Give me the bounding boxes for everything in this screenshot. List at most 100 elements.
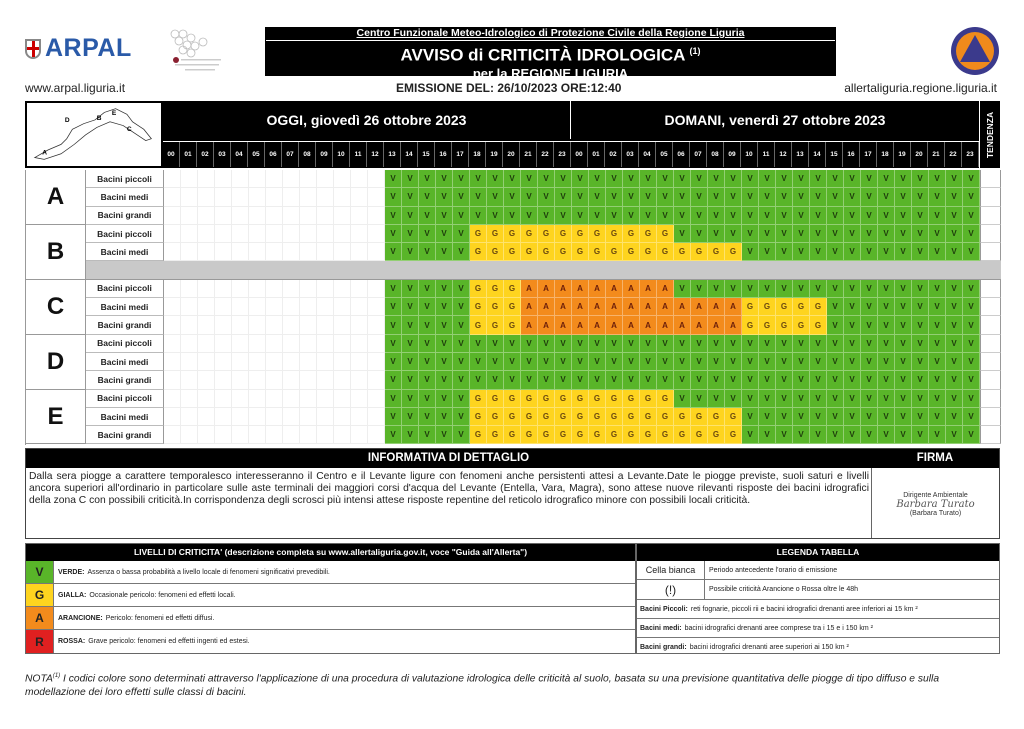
grid-cell-a: A xyxy=(555,279,572,299)
grid-cell-empty xyxy=(334,243,351,262)
hour-label-tomorrow: 20 xyxy=(911,142,928,167)
grid-cell-v: V xyxy=(895,170,912,189)
grid-cell-empty xyxy=(266,206,283,225)
grid-cell-v: V xyxy=(504,188,521,207)
grid-cell-v: V xyxy=(385,243,402,262)
grid-cell-v: V xyxy=(538,206,555,225)
grid-cell-v: V xyxy=(793,206,810,225)
grid-cell-v: V xyxy=(946,316,963,335)
grid-cell-v: V xyxy=(759,243,776,262)
grid-cell-v: V xyxy=(776,188,793,207)
grid-cell-v: V xyxy=(657,334,674,353)
grid-cell-v: V xyxy=(759,188,776,207)
grid-cell-v: V xyxy=(691,352,708,372)
grid-cell-v: V xyxy=(589,170,606,189)
grid-cell-empty xyxy=(334,389,351,408)
grid-cell-v: V xyxy=(776,407,793,427)
grid-cell-v: V xyxy=(640,188,657,207)
grid-cell-a: A xyxy=(657,298,674,317)
grid-cell-v: V xyxy=(487,188,504,207)
grid-cell-v: V xyxy=(946,243,963,262)
hour-label-today: 13 xyxy=(384,142,401,167)
grid-cell-a: A xyxy=(572,298,589,317)
grid-cell-empty xyxy=(283,334,300,353)
grid-cell-a: A xyxy=(521,316,538,335)
grid-cell-v: V xyxy=(793,334,810,353)
grid-cell-v: V xyxy=(419,170,436,189)
grid-cell-v: V xyxy=(419,407,436,427)
grid-cell-g: G xyxy=(521,389,538,408)
grid-cell-empty xyxy=(351,188,368,207)
level-row-g: G GIALLA: Occasionale pericolo: fenomeni e… xyxy=(26,584,635,607)
grid-cell-empty xyxy=(283,426,300,445)
grid-cell-empty xyxy=(283,243,300,262)
grid-cell-a: A xyxy=(521,279,538,299)
grid-cell-g: G xyxy=(555,243,572,262)
grid-cell-empty xyxy=(232,407,249,427)
grid-cell-v: V xyxy=(895,389,912,408)
grid-cell-g: G xyxy=(504,407,521,427)
grid-cell-v: V xyxy=(691,279,708,299)
allerta-website-link[interactable]: allertaliguria.regione.liguria.it xyxy=(844,81,997,95)
grid-cell-v: V xyxy=(827,298,844,317)
grid-cell-v: V xyxy=(946,407,963,427)
hour-label-tomorrow: 09 xyxy=(724,142,741,167)
grid-cell-empty xyxy=(368,334,385,353)
tendency-header: TENDENZA xyxy=(979,101,1000,168)
grid-cell-v: V xyxy=(657,352,674,372)
arpal-website-link[interactable]: www.arpal.liguria.it xyxy=(25,81,126,95)
legend-large-basins: Bacini grandi: bacini idrografici drenant… xyxy=(637,638,999,657)
grid-cell-v: V xyxy=(878,243,895,262)
grid-cell-empty xyxy=(232,170,249,189)
grid-cell-v: V xyxy=(708,188,725,207)
grid-cell-g: G xyxy=(725,426,742,445)
grid-cell-v: V xyxy=(844,243,861,262)
grid-cell-v: V xyxy=(963,316,980,335)
grid-cell-g: G xyxy=(504,316,521,335)
grid-cell-empty xyxy=(164,389,181,408)
grid-cell-v: V xyxy=(419,298,436,317)
grid-cell-v: V xyxy=(929,407,946,427)
grid-cell-empty xyxy=(334,407,351,427)
grid-cell-v: V xyxy=(657,206,674,225)
grid-cell-v: V xyxy=(878,224,895,244)
grid-cell-g: G xyxy=(555,389,572,408)
grid-cell-empty xyxy=(232,352,249,372)
grid-cell-empty xyxy=(232,371,249,390)
grid-cell-a: A xyxy=(572,316,589,335)
grid-cell-a: A xyxy=(708,316,725,335)
grid-cell-empty xyxy=(249,298,266,317)
grid-cell-v: V xyxy=(844,188,861,207)
handwritten-signature: Barbara Turato xyxy=(896,499,975,510)
grid-cell-v: V xyxy=(776,170,793,189)
grid-cell-g: G xyxy=(487,407,504,427)
grid-cell-a: A xyxy=(606,279,623,299)
grid-cell-v: V xyxy=(963,188,980,207)
grid-cell-v: V xyxy=(793,243,810,262)
grid-cell-empty xyxy=(368,298,385,317)
grid-cell-v: V xyxy=(963,170,980,189)
grid-cell-v: V xyxy=(912,279,929,299)
level-desc: Pericolo: fenomeni ed effetti diffusi. xyxy=(105,614,215,622)
grid-cell-v: V xyxy=(504,334,521,353)
subtitle: Centro Funzionale Meteo-Idrologico di Pr… xyxy=(266,28,835,41)
grid-cell-v: V xyxy=(895,188,912,207)
grid-cell-v: V xyxy=(606,352,623,372)
grid-cell-v: V xyxy=(844,170,861,189)
grid-cell-empty xyxy=(198,279,215,299)
grid-cell-a: A xyxy=(538,298,555,317)
grid-cell-v: V xyxy=(759,352,776,372)
grid-cell-v: V xyxy=(963,352,980,372)
exclamation-key: (!) xyxy=(637,580,705,599)
grid-cell-v: V xyxy=(572,334,589,353)
grid-cell-v: V xyxy=(657,371,674,390)
grid-cell-v: V xyxy=(623,188,640,207)
grid-cell-empty xyxy=(300,243,317,262)
small-basins-key: Bacini Piccoli: xyxy=(640,605,688,613)
title-text: AVVISO di CRITICITÀ IDROLOGICA xyxy=(400,45,685,65)
grid-cell-g: G xyxy=(504,224,521,244)
grid-cell-v: V xyxy=(385,298,402,317)
hour-label-tomorrow: 00 xyxy=(571,142,588,167)
grid-cell-v: V xyxy=(827,407,844,427)
grid-cell-g: G xyxy=(487,426,504,445)
